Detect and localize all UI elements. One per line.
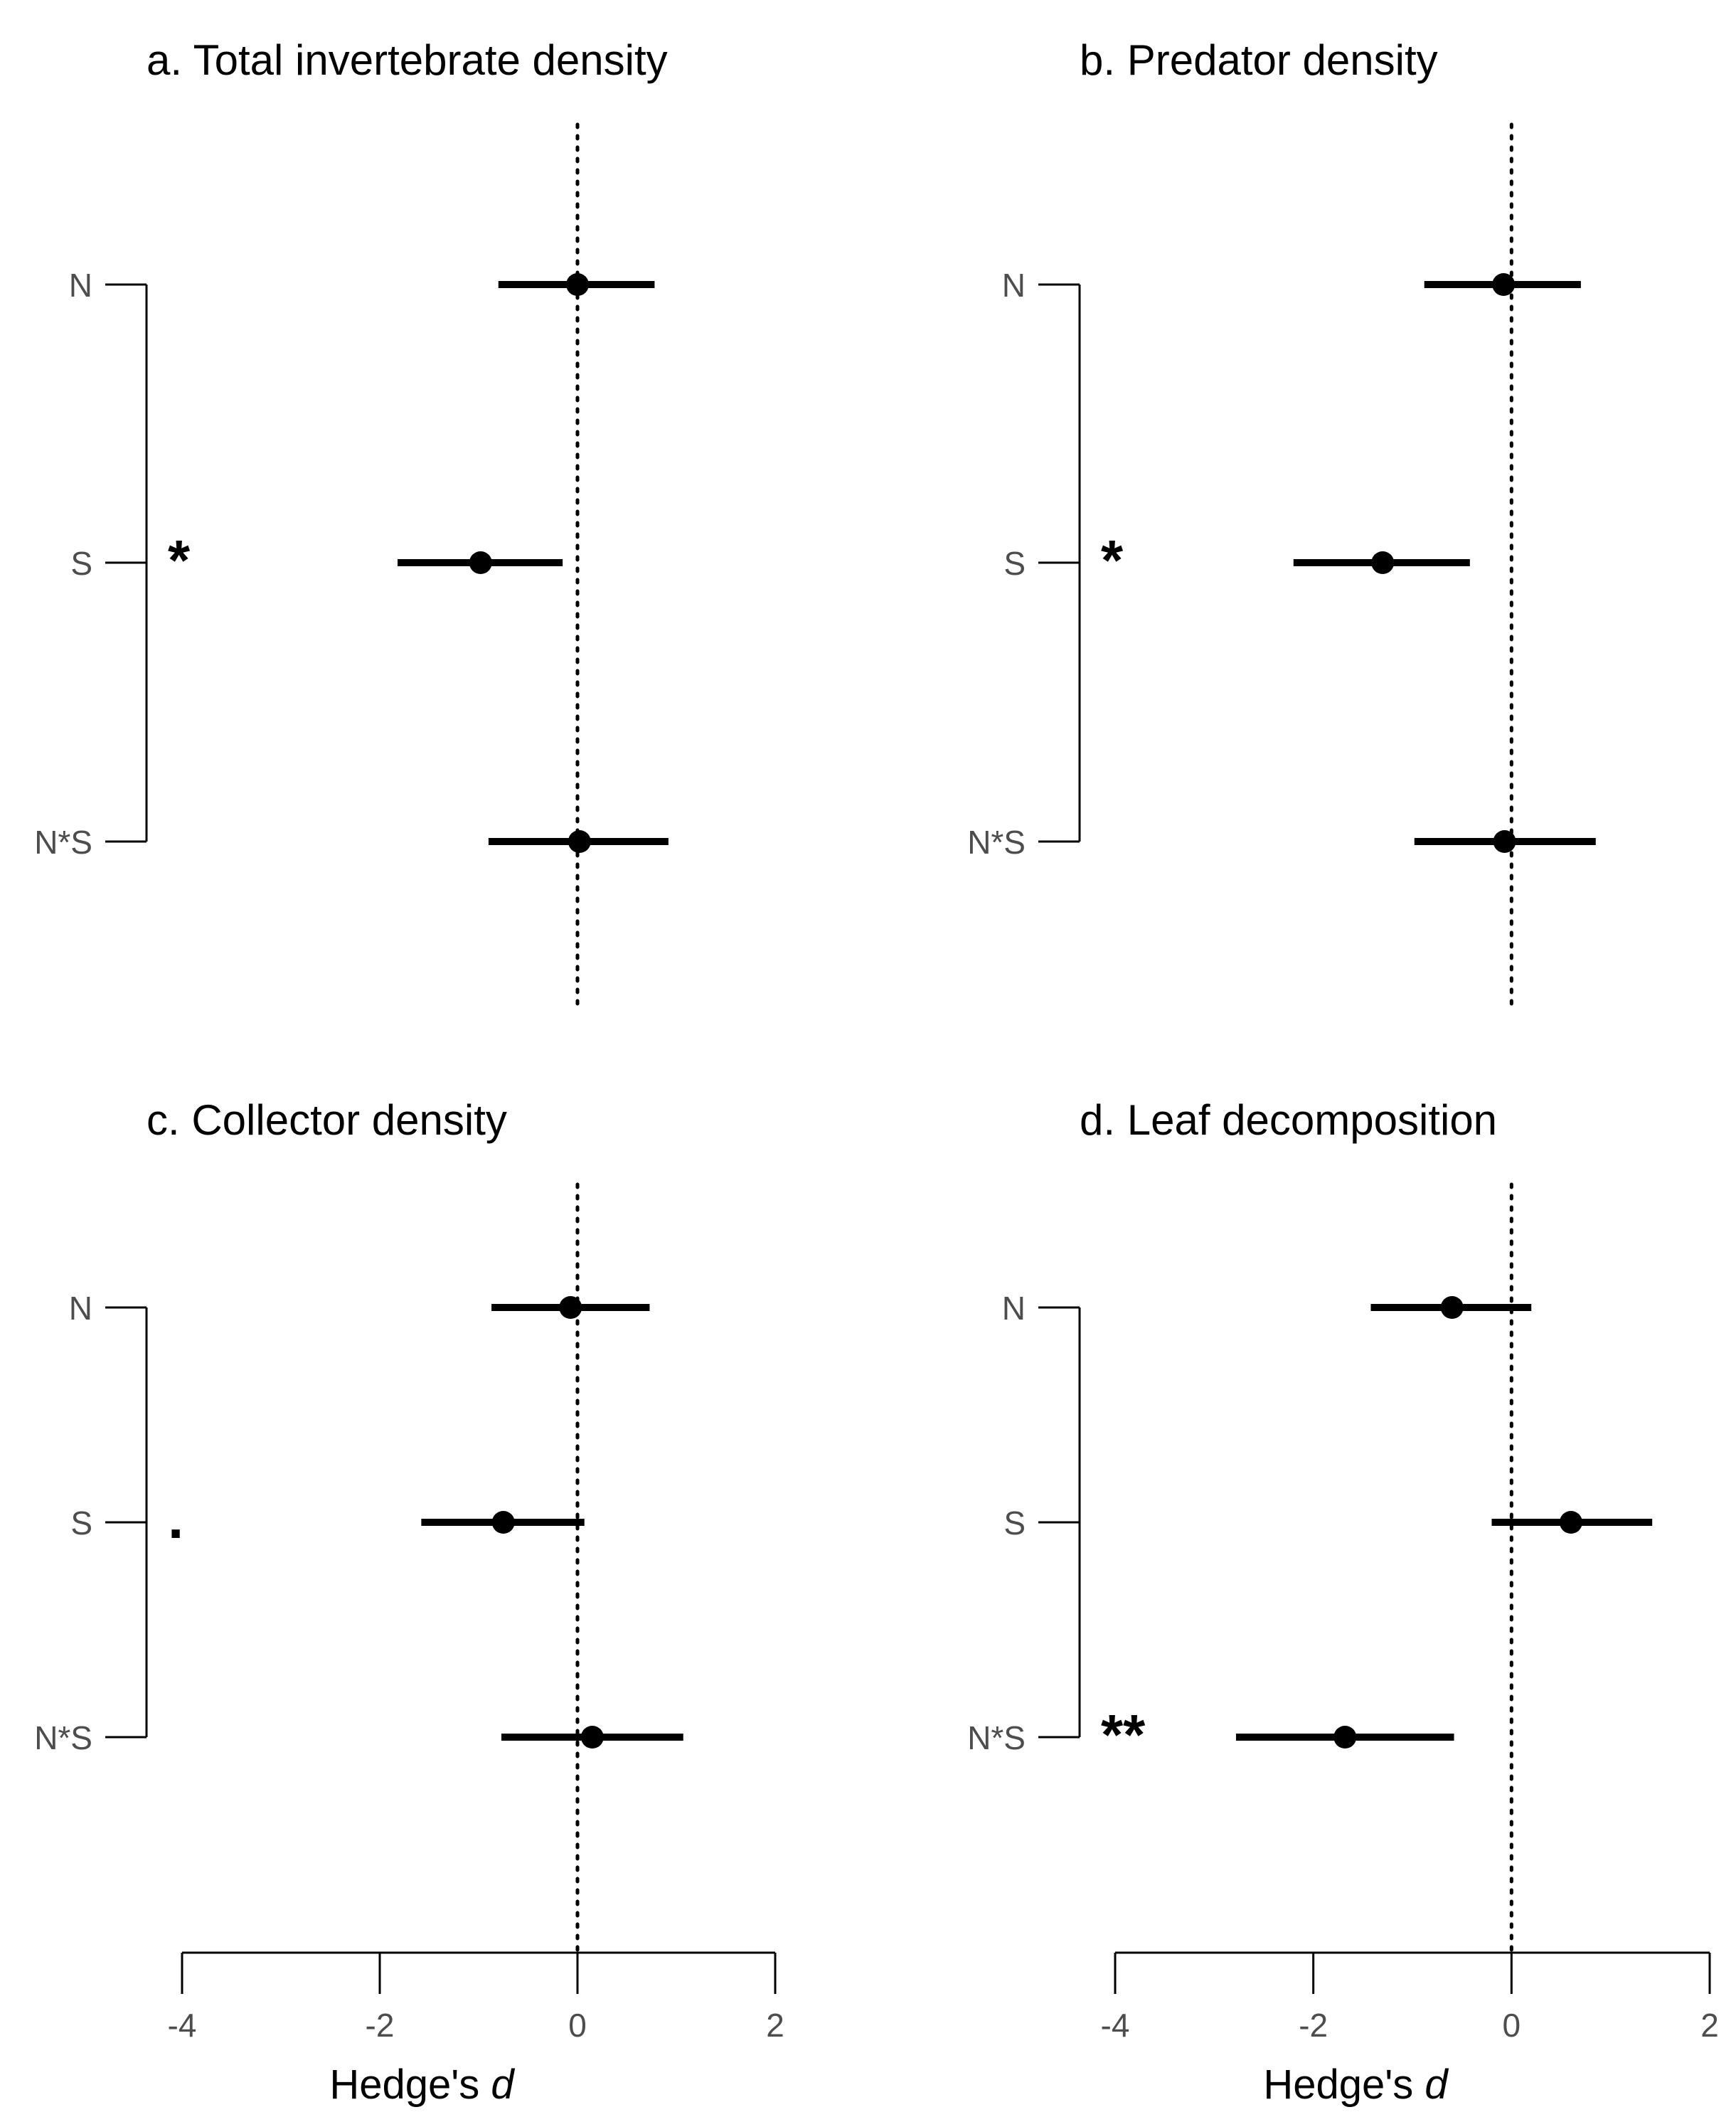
x-tick-label: 0 — [1503, 2007, 1521, 2044]
panel-d: d. Leaf decomposition N S N*S ** — [967, 1096, 1653, 1955]
point-estimate — [1371, 551, 1395, 574]
row-label: S — [1003, 1505, 1026, 1542]
x-tick-label: 2 — [1700, 2007, 1719, 2044]
point-estimate — [1440, 1296, 1464, 1319]
point-estimate — [566, 273, 589, 296]
significance-mark: . — [168, 1487, 183, 1550]
point-estimate — [1492, 273, 1516, 296]
x-axis-title-main: Hedge's — [1263, 2062, 1425, 2108]
row-label: S — [70, 545, 92, 582]
row-label: N*S — [34, 824, 92, 861]
point-estimate — [580, 1726, 604, 1749]
point-estimate — [568, 830, 591, 853]
row-label: S — [1003, 545, 1026, 582]
x-tick-label: -4 — [1101, 2007, 1130, 2044]
significance-mark: * — [168, 529, 191, 592]
panel-title: a. Total invertebrate density — [147, 36, 668, 84]
point-estimate — [1559, 1511, 1582, 1534]
panel-title: d. Leaf decomposition — [1080, 1096, 1497, 1144]
row-label: N — [69, 1290, 92, 1327]
x-axis-d: -4 -2 0 2 Hedge's d — [1101, 1951, 1719, 2108]
point-estimate — [491, 1511, 515, 1534]
x-axis-title: Hedge's d — [1263, 2062, 1449, 2108]
x-axis-c: -4 -2 0 2 Hedge's d — [168, 1951, 784, 2108]
x-axis-title: Hedge's d — [329, 2062, 515, 2108]
row-label: N — [69, 267, 92, 304]
point-estimate — [469, 551, 492, 574]
significance-mark: * — [1101, 529, 1124, 592]
x-tick-label: 0 — [568, 2007, 587, 2044]
x-tick-label: 2 — [766, 2007, 784, 2044]
point-estimate — [1493, 830, 1516, 853]
panel-b: b. Predator density N S * N*S — [967, 36, 1596, 1012]
x-axis-title-italic: d — [1425, 2062, 1449, 2108]
panel-a: a. Total invertebrate density N S * N*S — [34, 36, 669, 1012]
point-estimate — [559, 1296, 582, 1319]
x-axis-title-main: Hedge's — [329, 2062, 491, 2108]
row-label: N*S — [967, 1719, 1026, 1756]
x-tick-label: -2 — [366, 2007, 395, 2044]
row-label: N — [1002, 267, 1026, 304]
row-label: S — [70, 1505, 92, 1542]
panel-c: c. Collector density N S . N*S — [34, 1096, 683, 1955]
row-label: N*S — [967, 824, 1026, 861]
panel-title: c. Collector density — [147, 1096, 507, 1144]
x-tick-label: -4 — [168, 2007, 197, 2044]
point-estimate — [1333, 1726, 1357, 1749]
x-tick-label: -2 — [1299, 2007, 1328, 2044]
panel-title: b. Predator density — [1080, 36, 1438, 84]
x-axis-title-italic: d — [491, 2062, 515, 2108]
row-label: N*S — [34, 1719, 92, 1756]
row-label: N — [1002, 1290, 1026, 1327]
significance-mark: ** — [1101, 1703, 1146, 1766]
